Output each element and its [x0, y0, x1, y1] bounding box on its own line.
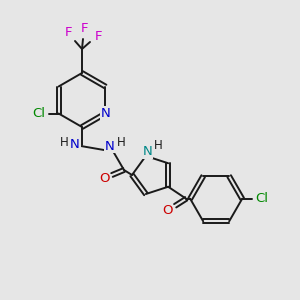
Text: Cl: Cl — [256, 192, 269, 205]
Text: H: H — [117, 136, 125, 148]
Text: F: F — [80, 22, 88, 35]
Text: N: N — [70, 139, 80, 152]
Text: F: F — [94, 31, 102, 44]
Text: O: O — [99, 172, 109, 185]
Text: N: N — [105, 140, 115, 152]
Text: F: F — [64, 26, 72, 40]
Text: O: O — [162, 204, 172, 217]
Text: N: N — [143, 146, 153, 158]
Text: Cl: Cl — [32, 107, 45, 120]
Text: N: N — [100, 107, 110, 120]
Text: H: H — [153, 140, 162, 152]
Text: H: H — [60, 136, 68, 148]
